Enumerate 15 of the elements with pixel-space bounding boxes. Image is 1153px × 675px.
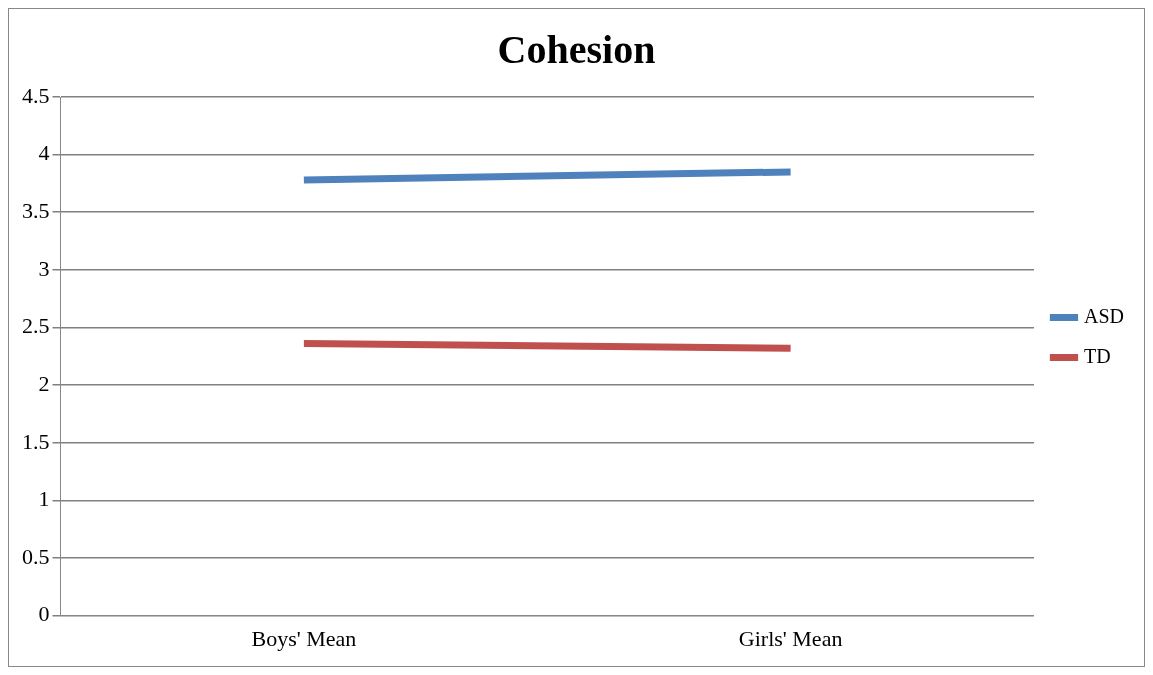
y-tick-label: 1 <box>38 486 50 512</box>
y-tick-label: 3.5 <box>22 198 50 224</box>
y-tick-label: 0 <box>38 601 50 627</box>
x-tick-label: Girls' Mean <box>738 625 843 651</box>
y-tick-label: 4 <box>38 140 50 166</box>
y-tick-label: 2.5 <box>22 313 50 339</box>
x-tick-label: Boys' Mean <box>251 625 357 651</box>
legend-label: TD <box>1083 344 1111 367</box>
y-tick-label: 3 <box>38 255 50 281</box>
legend-label: ASD <box>1083 304 1125 327</box>
y-tick-label: 4.5 <box>22 82 50 108</box>
y-tick-label: 1.5 <box>22 428 50 454</box>
chart-title: Cohesion <box>497 27 656 73</box>
y-tick-label: 2 <box>38 370 50 396</box>
y-tick-label: 0.5 <box>22 543 50 569</box>
